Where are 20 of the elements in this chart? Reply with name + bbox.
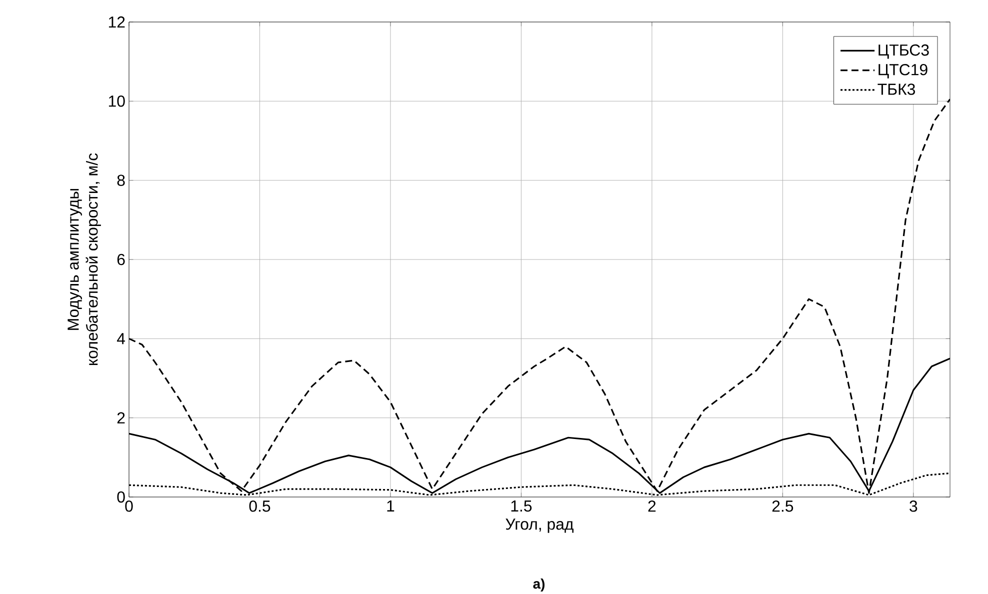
y-axis-title: Модуль амплитуды колебательной скорости, м/с (68, 153, 101, 365)
y-tick-label: 6 (117, 254, 125, 266)
x-tick-label: 2.5 (772, 500, 794, 512)
x-tick-label: 0 (125, 500, 133, 512)
x-tick-label: 1 (387, 500, 394, 512)
x-axis-title: Угол, рад (506, 518, 574, 533)
x-tick-label: 0.5 (249, 500, 270, 512)
y-tick-label: 4 (116, 333, 126, 344)
x-tick-label: 3 (910, 500, 918, 512)
y-tick-label: 8 (117, 174, 125, 186)
y-tick-label: 12 (108, 16, 125, 28)
y-tick-label: 2 (117, 412, 125, 424)
legend-label: ЦТС19 (878, 64, 928, 78)
legend-label: ТБК3 (878, 84, 915, 95)
y-tick-label: 0 (117, 491, 125, 503)
text: а) (533, 578, 545, 592)
x-tick-label: 2 (648, 500, 656, 512)
legend-label: ЦТБС3 (878, 44, 929, 59)
y-tick-label: 10 (108, 96, 125, 107)
x-tick-label: 1.5 (511, 500, 532, 512)
